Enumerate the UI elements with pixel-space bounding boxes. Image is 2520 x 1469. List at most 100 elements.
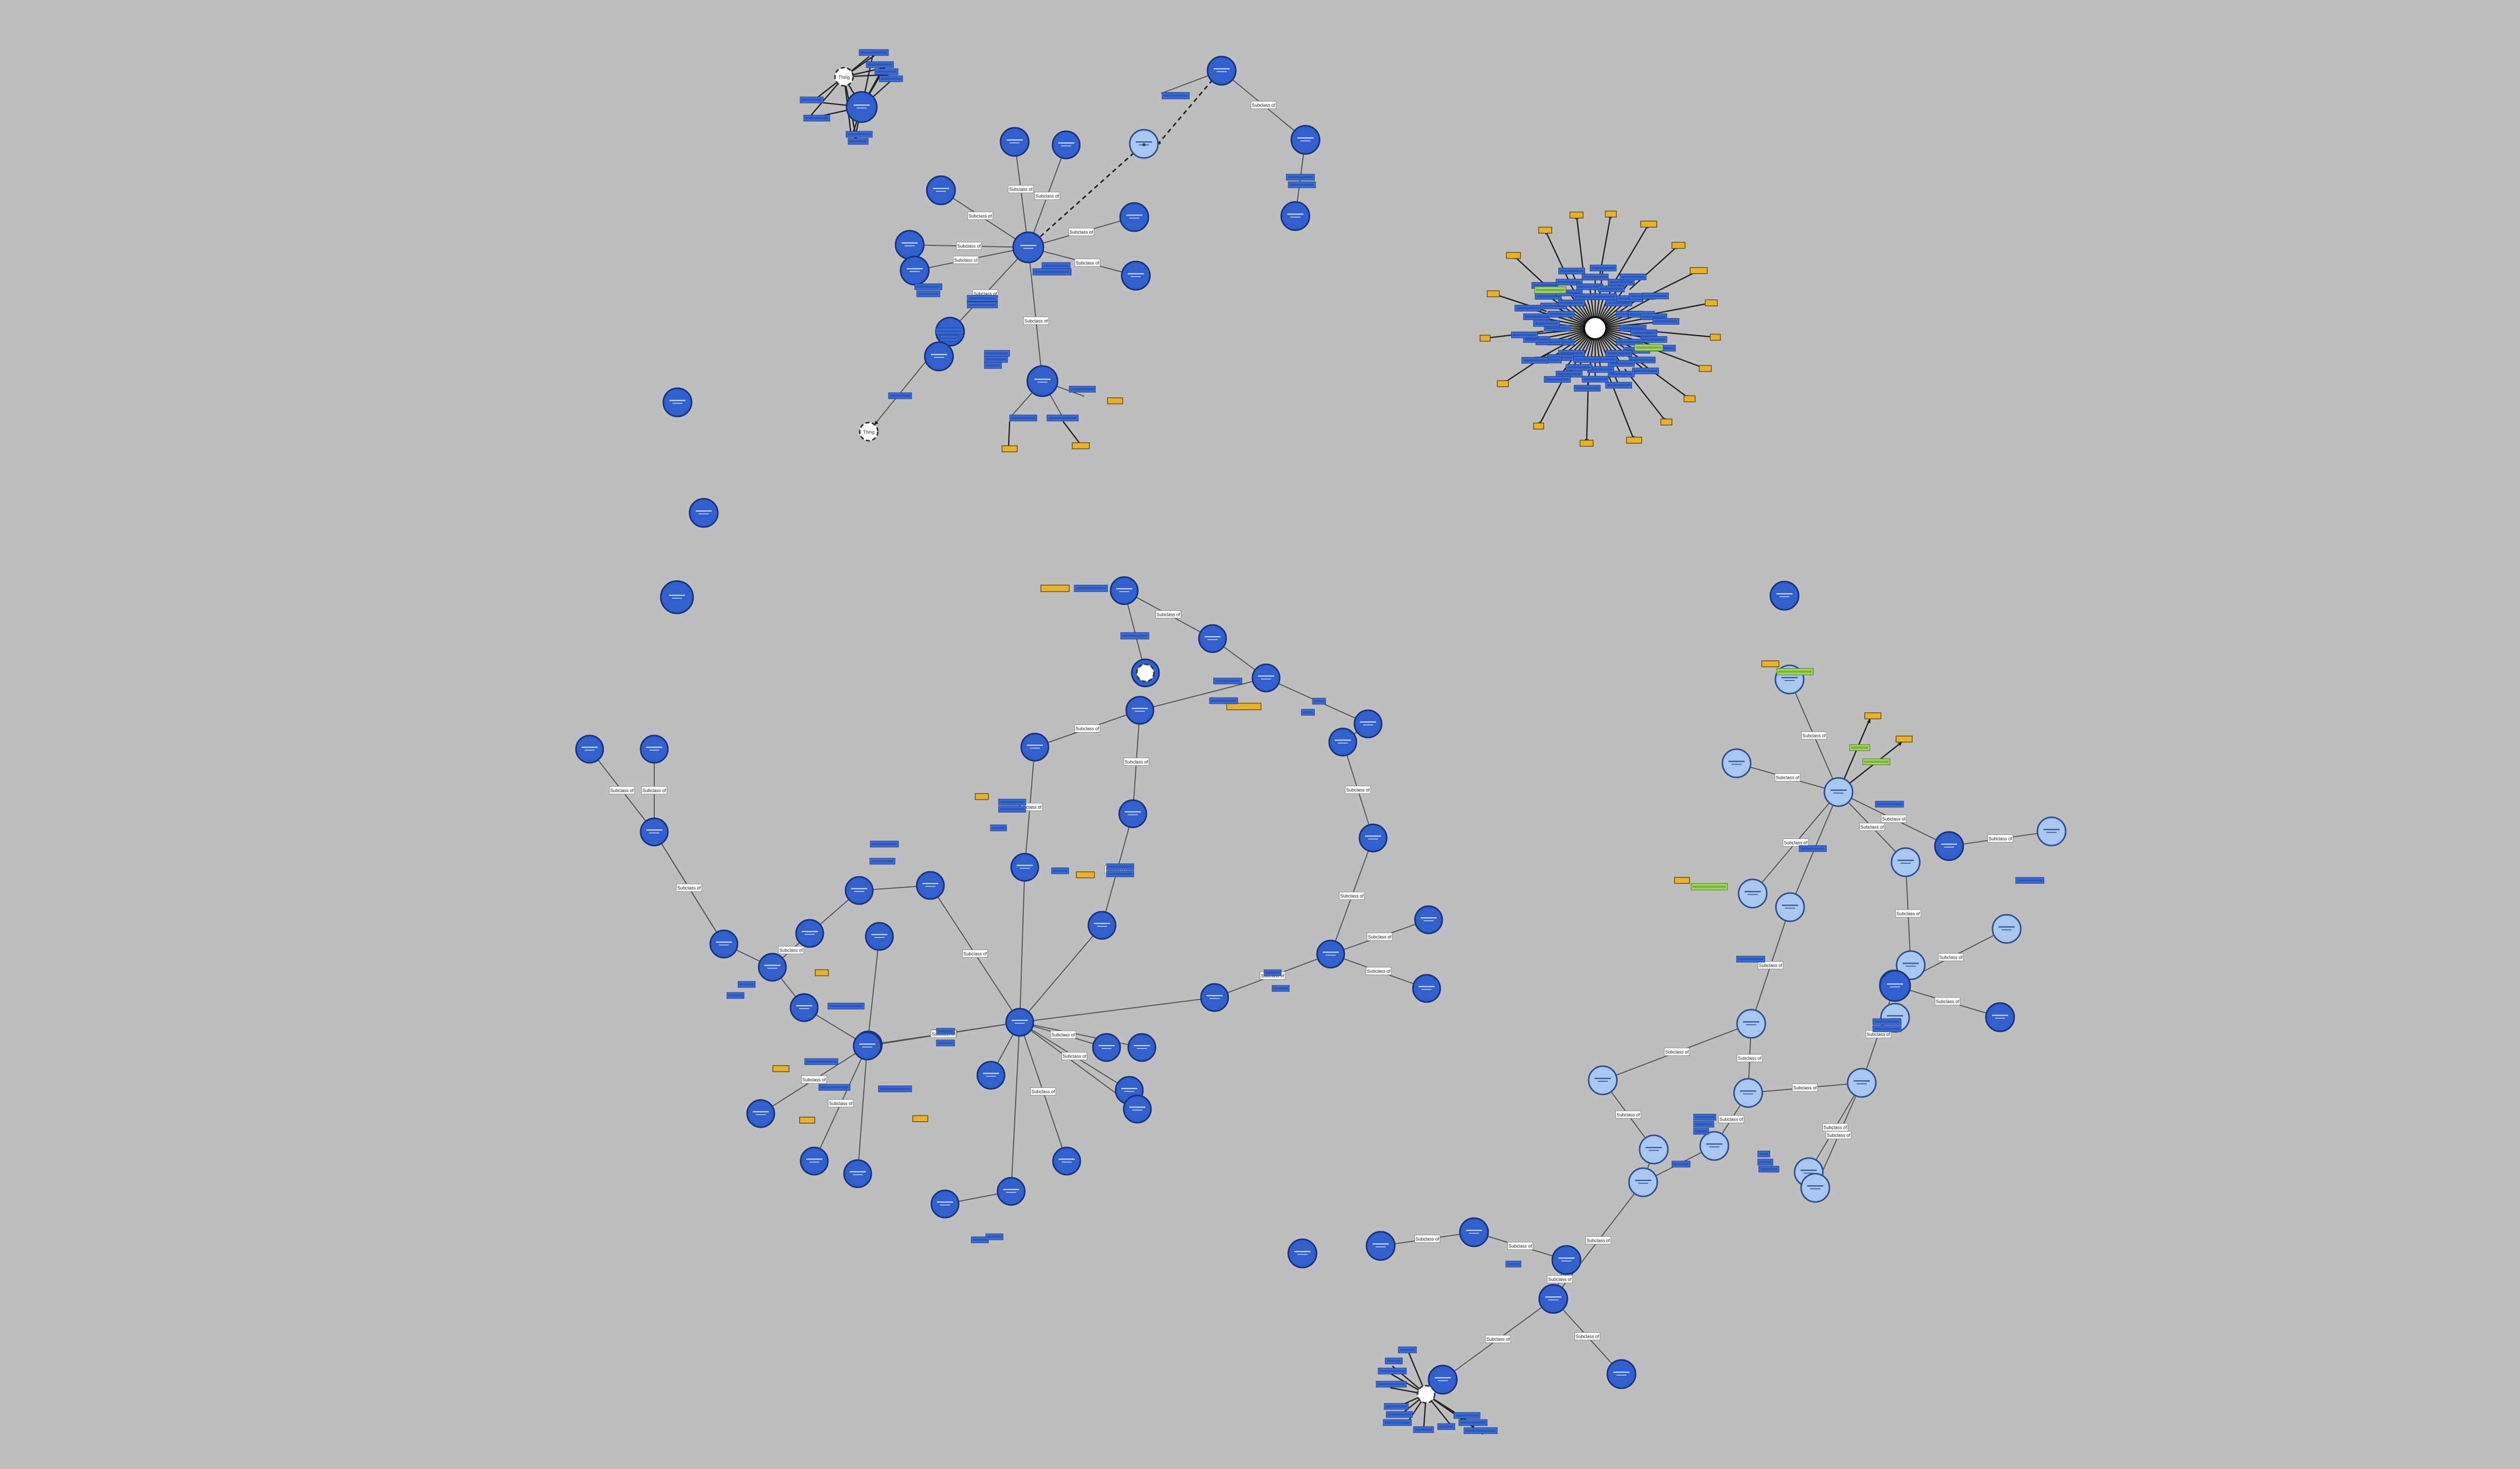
blue-tag[interactable] — [869, 858, 896, 865]
yellow-tag[interactable] — [1705, 299, 1718, 306]
graph-node[interactable] — [1358, 823, 1388, 853]
graph-node[interactable] — [1551, 1245, 1582, 1275]
edge-label[interactable]: Subclass of — [1008, 185, 1034, 193]
graph-node[interactable] — [1251, 663, 1281, 693]
graph-node[interactable] — [1010, 853, 1039, 882]
blue-tag[interactable] — [1383, 1419, 1412, 1426]
blue-tag[interactable] — [916, 290, 940, 297]
node-circle[interactable] — [930, 1189, 960, 1219]
edge-label[interactable]: Subclass of — [1718, 1115, 1744, 1123]
blue-tag[interactable] — [1032, 268, 1072, 276]
graph-node[interactable] — [758, 953, 787, 982]
graph-node[interactable] — [662, 387, 693, 417]
green-tag[interactable] — [1849, 744, 1870, 751]
node-circle[interactable] — [1125, 696, 1154, 725]
blue-tag[interactable] — [1758, 1166, 1779, 1173]
yellow-tag[interactable] — [975, 793, 989, 800]
blue-tag[interactable] — [1385, 1357, 1403, 1365]
blue-tag[interactable] — [967, 295, 998, 302]
blue-tag[interactable] — [998, 806, 1026, 813]
node-circle[interactable] — [1847, 1068, 1877, 1098]
edge-label[interactable]: Subclass of — [609, 786, 635, 795]
graph-node[interactable] — [1800, 1173, 1830, 1203]
blue-tag[interactable] — [1619, 274, 1647, 281]
edge-label[interactable]: Subclass of — [1367, 932, 1393, 941]
node-circle[interactable] — [900, 255, 930, 286]
edge-label[interactable]: Subclass of — [1859, 823, 1885, 831]
graph-node[interactable] — [1121, 260, 1151, 291]
graph-node[interactable] — [895, 230, 925, 260]
blue-tag[interactable] — [1009, 414, 1037, 422]
graph-node[interactable] — [1891, 847, 1921, 877]
node-circle[interactable] — [640, 817, 669, 847]
edge-label[interactable]: Subclass of — [1737, 1054, 1763, 1062]
graph-node[interactable] — [1127, 1033, 1157, 1062]
yellow-tag[interactable] — [1569, 212, 1584, 219]
yellow-tag[interactable] — [1487, 290, 1500, 297]
node-circle[interactable] — [846, 91, 878, 123]
graph-node[interactable] — [843, 1159, 872, 1188]
node-circle[interactable] — [790, 993, 819, 1022]
node-circle[interactable] — [1087, 911, 1117, 940]
edge-label[interactable]: Subclass of — [962, 950, 988, 958]
blue-tag[interactable] — [1272, 985, 1290, 992]
edge-label[interactable]: Subclass of — [1156, 610, 1181, 618]
edge-label[interactable]: Subclass of — [1664, 1047, 1690, 1056]
edge-label[interactable]: Subclass of — [1123, 758, 1149, 766]
edge-label[interactable]: Subclass of — [1023, 317, 1049, 325]
graph-node[interactable] — [1823, 777, 1854, 807]
blue-tag[interactable] — [827, 1003, 865, 1010]
edge-label[interactable]: Subclass of — [956, 242, 982, 250]
blue-tag[interactable] — [1288, 181, 1316, 188]
blue-tag[interactable] — [1573, 356, 1600, 363]
graph-node[interactable] — [1775, 892, 1805, 922]
node-circle[interactable] — [1280, 201, 1310, 231]
graph-node[interactable] — [1879, 970, 1911, 1002]
blue-tag[interactable] — [1413, 1426, 1434, 1433]
green-tag[interactable] — [1534, 286, 1566, 294]
blue-tag[interactable] — [1106, 863, 1134, 870]
node-circle[interactable] — [1005, 1008, 1034, 1037]
edge-label[interactable]: Subclass of — [1366, 967, 1392, 975]
node-circle[interactable] — [1800, 1173, 1830, 1203]
node-circle[interactable] — [1606, 1359, 1637, 1389]
graph-node[interactable] — [1129, 129, 1159, 159]
edge-label[interactable]: Subclass of — [1615, 1111, 1641, 1119]
blue-tag[interactable] — [803, 115, 830, 122]
yellow-tag[interactable] — [1226, 703, 1262, 710]
blue-tag[interactable] — [1286, 174, 1315, 181]
graph-node[interactable] — [1736, 1009, 1766, 1039]
blue-tag[interactable] — [1590, 265, 1617, 272]
graph-node[interactable] — [1639, 1134, 1669, 1165]
graph-node[interactable] — [1538, 1284, 1568, 1314]
node-circle[interactable] — [1639, 1134, 1669, 1165]
node-circle[interactable] — [795, 919, 824, 948]
node-circle[interactable] — [662, 387, 693, 417]
blue-tag[interactable] — [1693, 1114, 1716, 1121]
node-circle[interactable] — [1290, 125, 1321, 155]
blue-tag[interactable] — [998, 799, 1026, 806]
blue-tag[interactable] — [984, 362, 1002, 369]
blue-tag[interactable] — [1608, 279, 1635, 286]
blue-tag[interactable] — [1565, 364, 1593, 371]
edge-label[interactable]: Subclass of — [1574, 1332, 1600, 1340]
node-circle[interactable] — [1775, 892, 1805, 922]
blue-tag[interactable] — [1453, 1412, 1481, 1419]
yellow-tag[interactable] — [1684, 395, 1696, 402]
graph-node[interactable] — [1721, 748, 1752, 778]
graph-node[interactable] — [900, 255, 930, 286]
edge-label[interactable]: Subclass of — [1774, 773, 1801, 781]
yellow-tag[interactable] — [1864, 712, 1881, 719]
graph-node[interactable] — [1005, 1008, 1034, 1037]
node-circle[interactable] — [834, 67, 854, 87]
edge-label[interactable]: Subclass of — [1339, 891, 1365, 900]
graph-node[interactable] — [1366, 1231, 1396, 1261]
edge-label[interactable]: Subclass of — [1485, 1335, 1511, 1343]
node-circle[interactable] — [1769, 581, 1800, 611]
graph-node[interactable] — [1738, 878, 1768, 909]
graph-node[interactable] — [795, 919, 824, 948]
node-circle[interactable] — [1328, 727, 1357, 757]
node-circle[interactable] — [996, 1177, 1026, 1206]
yellow-tag[interactable] — [1076, 871, 1095, 878]
node-circle[interactable] — [1118, 799, 1147, 828]
